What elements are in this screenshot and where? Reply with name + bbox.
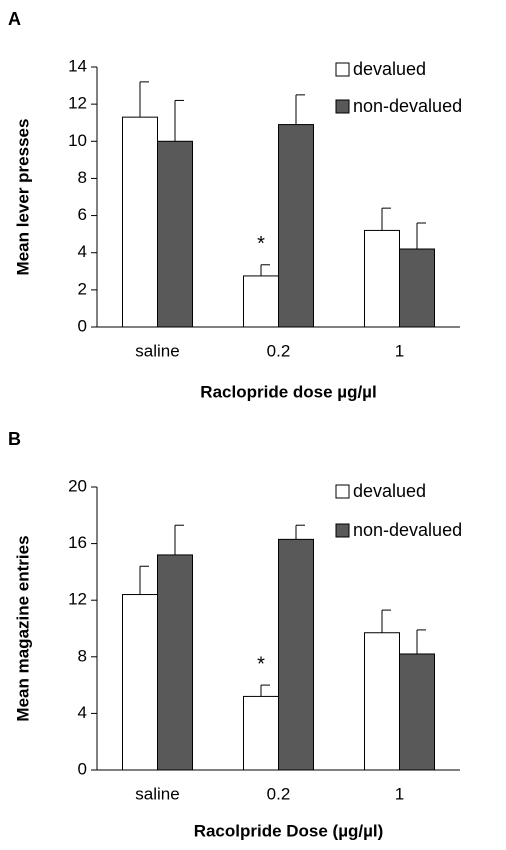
y-tick-label: 10 [68,131,87,150]
legend-swatch [335,99,350,114]
bar [157,140,193,328]
legend-swatch [335,484,350,499]
y-tick-label: 6 [78,205,87,224]
x-tick-label: 1 [395,784,404,803]
y-tick-label: 4 [78,703,87,722]
bar [399,248,435,328]
x-tick-label: 1 [395,341,404,360]
bar [157,554,193,771]
legend-label: non-devalued [353,96,462,116]
panel-label: A [8,9,21,29]
legend-label: non-devalued [353,520,462,540]
bar [122,594,158,771]
y-tick-label: 12 [68,590,87,609]
y-axis-label: Mean lever presses [13,119,32,276]
x-axis-label: Racolpride Dose (µg/µl) [194,821,384,840]
x-tick-label: 0.2 [267,784,291,803]
x-tick-label: 0.2 [267,341,291,360]
y-tick-label: 2 [78,279,87,298]
legend-label: devalued [353,59,426,79]
significance-marker: * [257,233,265,255]
legend-swatch [335,62,350,77]
bar [364,632,400,771]
bar [364,229,400,328]
y-tick-label: 20 [68,476,87,495]
bar [278,538,314,771]
y-tick-label: 14 [68,56,87,75]
y-tick-label: 0 [78,759,87,778]
y-tick-label: 8 [78,646,87,665]
x-axis-label: Raclopride dose µg/µl [200,382,376,401]
bar [278,124,314,328]
bar [399,653,435,771]
x-tick-label: saline [135,784,179,803]
bar [243,275,279,328]
y-tick-label: 8 [78,168,87,187]
legend-swatch [335,523,350,538]
significance-marker: * [257,653,265,675]
legend-label: devalued [353,481,426,501]
bar [122,116,158,328]
panel-label: B [8,429,21,449]
x-tick-label: saline [135,341,179,360]
y-tick-label: 4 [78,242,87,261]
bar [243,695,279,771]
y-tick-label: 0 [78,316,87,335]
y-tick-label: 12 [68,94,87,113]
y-axis-label: Mean magazine entries [13,535,32,721]
y-tick-label: 16 [68,533,87,552]
